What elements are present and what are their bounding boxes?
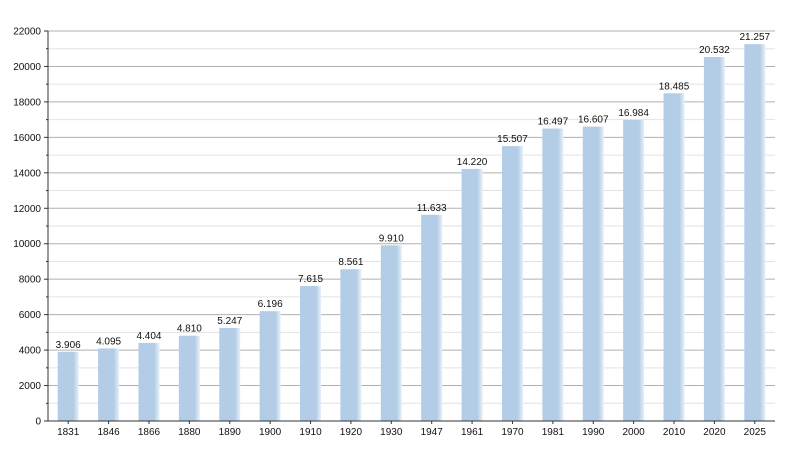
y-tick-label: 2000 [19,381,42,392]
bar [219,327,241,421]
x-tick-label: 1831 [57,427,80,438]
y-tick-label: 10000 [13,239,41,250]
x-tick-label: 1981 [542,427,565,438]
bar [138,342,160,421]
x-tick-label: 1961 [461,427,484,438]
bar [178,335,200,421]
y-tick-label: 20000 [13,62,41,73]
y-tick-label: 18000 [13,97,41,108]
x-tick-label: 1970 [501,427,524,438]
data-label: 8.561 [338,257,363,268]
y-tick-label: 4000 [19,346,42,357]
x-tick-label: 1947 [421,427,444,438]
bar [623,119,645,422]
data-label: 18.485 [659,81,690,92]
y-tick-label: 14000 [13,168,41,179]
data-label: 15.507 [497,134,528,145]
x-tick-label: 1880 [178,427,201,438]
bar [259,311,281,421]
y-tick-label: 8000 [19,275,42,286]
x-tick-label: 2025 [744,427,767,438]
data-label: 14.220 [457,157,488,168]
data-label: 3.906 [56,340,81,351]
axes [44,30,775,424]
y-tick-label: 0 [35,417,41,428]
data-label: 21.257 [740,32,771,43]
bar [542,128,564,422]
y-tick-label: 6000 [19,310,42,321]
data-label: 20.532 [699,45,730,56]
data-label: 5.247 [217,316,242,327]
x-tick-label: 2010 [663,427,686,438]
data-label: 16.497 [538,117,569,128]
data-label: 4.810 [177,324,202,335]
x-tick-label: 1990 [582,427,605,438]
x-tick-label: 1866 [138,427,161,438]
x-tick-label: 2000 [623,427,646,438]
bar [421,214,443,421]
bars [57,44,766,422]
data-label: 11.633 [417,203,447,214]
bar [340,269,362,421]
data-label: 9.910 [379,233,404,244]
data-labels: 3.906 4.095 4.404 4.810 5.247 6.196 7.615 8.561… [56,32,771,351]
x-tick-label: 2020 [703,427,726,438]
bar [744,44,766,422]
bar [380,245,402,421]
bar [461,168,483,421]
data-label: 7.615 [298,274,323,285]
y-tick-label: 22000 [13,27,41,38]
data-label: 4.404 [136,331,161,342]
x-tick-label: 1900 [259,427,282,438]
bar [98,348,120,421]
data-label: 16.607 [578,115,609,126]
y-tick-labels: 0 2000 4000 6000 8000 10000 12000 14000 16000 180… [13,27,41,428]
bar [57,351,79,421]
x-tick-labels: 1831 1846 1866 1880 1890 1900 1910 1920 1930 1947… [57,427,766,438]
gridlines [48,30,775,404]
x-tick-label: 1930 [380,427,403,438]
bar [300,286,322,421]
x-tick-label: 1846 [97,427,120,438]
y-tick-label: 12000 [13,204,41,215]
bar [582,126,604,421]
bar [663,93,685,421]
bar [501,146,523,421]
x-tick-label: 1910 [299,427,322,438]
bar [703,57,725,422]
x-tick-label: 1890 [219,427,242,438]
data-label: 16.984 [618,108,649,119]
x-tick-label: 1920 [340,427,363,438]
data-label: 4.095 [96,336,121,347]
y-tick-label: 16000 [13,133,41,144]
data-label: 6.196 [258,299,283,310]
